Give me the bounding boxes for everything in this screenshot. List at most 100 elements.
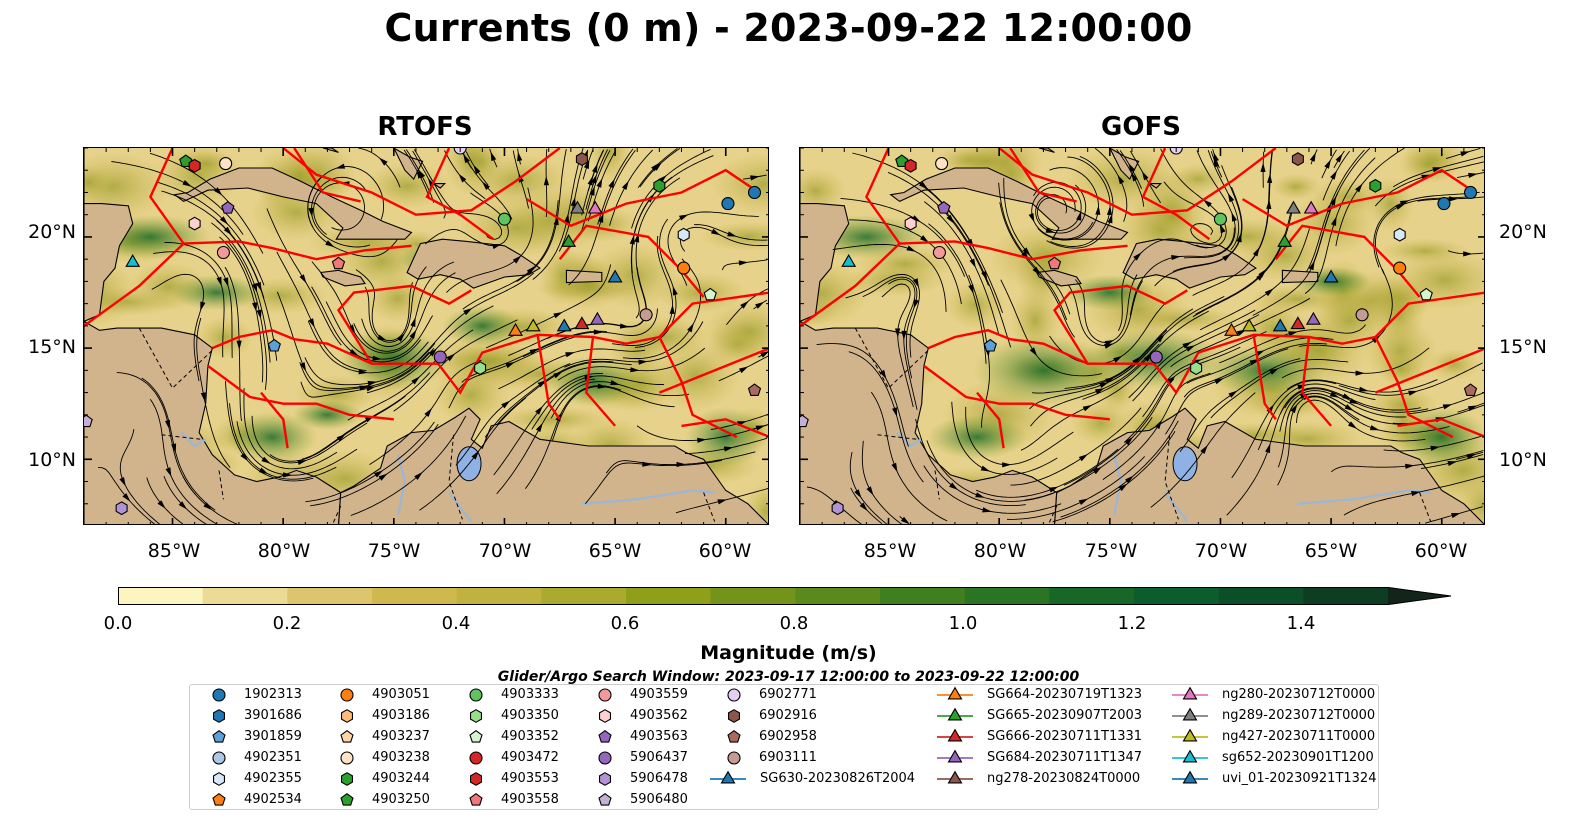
strong-current-band	[227, 412, 318, 463]
eez-boundary	[1141, 148, 1211, 241]
cb-tick-1: 0.2	[272, 613, 302, 634]
streamline-arrow	[740, 300, 749, 309]
streamline-arrow	[1228, 390, 1238, 398]
streamline-arrow	[879, 369, 887, 380]
streamline-arrow	[1095, 388, 1105, 395]
streamline-arrow	[610, 380, 620, 385]
argo-float-marker	[1047, 256, 1062, 270]
lat-tick-left-20: 20°N	[28, 221, 76, 243]
streamline-arrow	[920, 235, 929, 243]
argo-float-marker	[84, 414, 93, 428]
land	[565, 269, 603, 284]
streamline-arrow	[1092, 466, 1102, 475]
streamline-arrow	[738, 260, 749, 266]
country-border	[934, 470, 940, 500]
lon-tick-right-75: 75°W	[1084, 540, 1138, 562]
land	[322, 148, 339, 153]
legend-label: 5906437	[630, 750, 688, 765]
magnitude-patch	[1236, 229, 1331, 282]
legend-marker-pentagon	[727, 730, 741, 743]
land	[84, 148, 342, 524]
legend-marker-triangle	[937, 770, 973, 784]
streamline-arrow	[901, 330, 907, 341]
streamline-arrow	[727, 231, 737, 237]
streamline-arrow	[981, 270, 988, 281]
colorbar-segment	[456, 587, 542, 605]
strong-current-band	[442, 305, 523, 346]
legend-marker-triangle	[1172, 770, 1208, 784]
argo-float-marker	[677, 261, 691, 275]
argo-float-marker	[1213, 212, 1228, 226]
legend-marker-pentagon	[340, 730, 354, 743]
streamline-arrow	[414, 471, 423, 480]
argo-float-marker	[653, 178, 666, 193]
axis-ticks	[800, 148, 1484, 524]
eez-boundary	[260, 391, 289, 449]
strong-current-band	[973, 335, 1114, 406]
country-border	[1419, 492, 1432, 522]
legend-marker-pentagon	[212, 730, 226, 743]
streamline-arrow	[165, 420, 171, 430]
streamline-arrow	[535, 422, 543, 433]
glider-marker	[1224, 322, 1239, 336]
magnitude-patch	[551, 256, 626, 311]
map-gofs[interactable]	[799, 147, 1485, 525]
streamline-arrow	[1460, 151, 1470, 157]
streamline-arrow	[630, 367, 640, 373]
lat-tick-left-10: 10°N	[28, 449, 76, 471]
legend-marker-circle	[727, 751, 741, 765]
streamline-arrow	[1258, 269, 1267, 278]
argo-float-marker	[904, 158, 917, 173]
legend-label: 6902771	[759, 687, 817, 702]
legend-label: 4903186	[372, 708, 430, 723]
argo-float-marker	[115, 501, 128, 516]
streamline-arrow	[723, 446, 734, 452]
glider-marker	[556, 318, 572, 332]
argo-float-marker	[1463, 185, 1478, 200]
legend-label: 4903237	[372, 729, 430, 744]
streamline-arrow	[1290, 403, 1298, 414]
glider-marker	[587, 200, 603, 214]
legend: 1902313 3901686 3901859 4902351 4902355 49025…	[189, 684, 1379, 810]
eez-boundary	[681, 418, 768, 438]
streamline-arrow	[517, 151, 523, 162]
streamline-arrow	[891, 462, 898, 473]
colorbar-segment	[202, 587, 288, 605]
legend-marker-circle	[212, 688, 226, 702]
map-rtofs[interactable]	[83, 147, 769, 525]
streamline-arrow	[203, 502, 213, 511]
cb-tick-0: 0.0	[103, 613, 133, 634]
land	[1038, 148, 1055, 153]
land	[393, 148, 424, 181]
argo-float-marker	[433, 350, 447, 364]
streamline-arrow	[596, 178, 603, 188]
river	[1164, 491, 1189, 523]
glider-marker	[589, 311, 605, 325]
streamline-arrow	[526, 265, 536, 275]
magnitude-patch	[84, 164, 111, 200]
streamline-arrow	[1156, 334, 1165, 343]
streamline-arrow	[1200, 444, 1208, 454]
argo-float-marker	[1419, 287, 1433, 301]
streamline-arrow	[378, 473, 388, 481]
legend-label: 4902351	[244, 750, 302, 765]
glider-marker	[1241, 318, 1257, 332]
streamline-arrow	[359, 385, 369, 391]
streamline-arrow	[1432, 167, 1442, 173]
streamline-arrow	[299, 362, 307, 372]
land	[1035, 269, 1082, 287]
streamline-arrow	[1330, 196, 1337, 206]
argo-float-marker	[747, 185, 762, 200]
legend-label: 4903250	[372, 792, 430, 807]
streamline-arrow	[1113, 355, 1123, 363]
streamline-arrow	[1395, 203, 1406, 210]
streamline-arrow	[946, 214, 955, 224]
lat-tick-right-15: 15°N	[1499, 336, 1547, 358]
lon-tick-left-75: 75°W	[367, 540, 421, 562]
eez-boundary	[293, 148, 361, 203]
eez-boundary	[658, 347, 768, 394]
legend-marker-triangle	[937, 749, 973, 763]
streamline-arrow	[980, 465, 991, 472]
legend-label: sg652-20230901T1200	[1222, 750, 1374, 765]
streamline-arrow	[711, 228, 721, 236]
